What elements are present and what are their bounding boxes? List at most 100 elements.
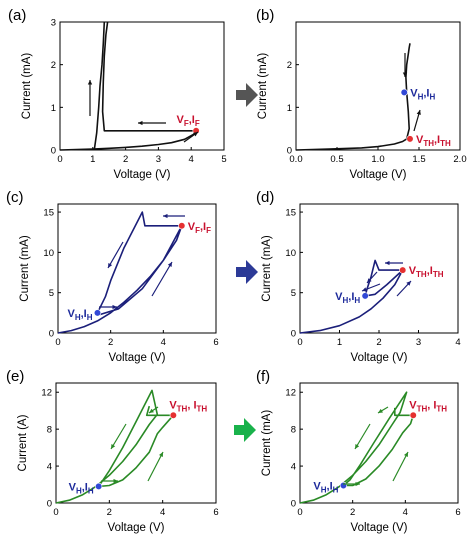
direction-arrow-icon: [110, 423, 127, 450]
x-tick-label: 1: [90, 154, 95, 165]
direction-arrow-icon: [148, 406, 159, 414]
series-line-1: [57, 211, 183, 334]
panel-label: (c): [6, 189, 24, 206]
y-tick-label: 10: [43, 248, 54, 259]
plot-frame: [295, 21, 461, 151]
y-tick-label: 2: [51, 60, 56, 71]
transition-arrow-a-b: [236, 83, 258, 107]
y-tick-label: 8: [47, 425, 52, 436]
point-label: VH,IH: [335, 291, 360, 305]
x-tick-label: 6: [213, 337, 218, 348]
y-tick-label: 1: [51, 103, 56, 114]
y-tick-label: 1: [287, 103, 292, 114]
panel-a: (a) 0 1 2 3 4 5 0 1 2 3 Voltage (V) Current (mA) VF,I…: [8, 7, 227, 181]
y-tick-label: 12: [41, 388, 52, 399]
point-label: VTH, ITH: [169, 399, 207, 413]
x-tick-label: 2: [107, 507, 112, 518]
direction-arrow-icon: [354, 423, 371, 450]
point-label: VTH,ITH: [409, 265, 444, 279]
x-tick-label: 1.0: [371, 154, 384, 165]
x-tick-label: 0.5: [330, 154, 343, 165]
y-axis-title: Current (mA): [257, 53, 269, 120]
y-tick-label: 2: [287, 60, 292, 71]
direction-arrow-icon: [138, 120, 166, 126]
point-marker: [169, 411, 177, 419]
point-label: VH,IH: [313, 480, 338, 494]
x-tick-label: 5: [221, 154, 226, 165]
x-tick-label: 2.0: [453, 154, 466, 165]
direction-arrow-icon: [163, 213, 185, 219]
direction-arrow-icon: [392, 451, 409, 482]
series-line-1: [295, 43, 411, 151]
point-label: VTH,ITH: [416, 134, 451, 148]
x-axis-title: Voltage (V): [351, 522, 408, 534]
x-tick-label: 2: [123, 154, 128, 165]
x-tick-label: 2: [108, 337, 113, 348]
plot-frame: [55, 382, 217, 504]
x-axis-title: Voltage (V): [351, 352, 408, 364]
point-marker: [361, 292, 369, 300]
point-label: VTH, ITH: [409, 399, 447, 413]
right-arrow-icon: [234, 418, 256, 442]
y-tick-label: 0: [287, 146, 292, 157]
panel-f: (f) 0 2 4 6 0 4 8 12 Voltage (V) Current (mA) VTH, …: [256, 368, 461, 534]
right-arrow-icon: [236, 260, 258, 284]
y-tick-label: 0: [51, 146, 56, 157]
panel-label: (d): [256, 189, 274, 206]
point-label: VH,IH: [410, 87, 435, 101]
x-tick-label: 6: [455, 507, 460, 518]
series-line-1: [299, 391, 414, 504]
point-marker: [339, 481, 348, 490]
y-tick-label: 12: [285, 388, 296, 399]
direction-arrow-icon: [343, 481, 360, 487]
x-tick-label: 0: [57, 154, 62, 165]
point-label: VH,IH: [69, 481, 94, 495]
direction-arrow-icon: [151, 261, 173, 297]
point-marker: [178, 222, 186, 230]
direction-arrow-icon: [99, 304, 117, 310]
x-axis-title: Voltage (V): [108, 522, 165, 534]
x-tick-label: 4: [189, 154, 194, 165]
panel-label: (e): [6, 368, 24, 385]
x-tick-label: 6: [213, 507, 218, 518]
y-axis-title: Current (mA): [261, 235, 273, 302]
y-axis-title: Current (mA): [19, 235, 31, 302]
y-axis-title: Current (mA): [261, 410, 273, 477]
point-label: VH,IH: [67, 308, 92, 322]
series-line-1: [55, 389, 175, 504]
y-tick-label: 15: [43, 208, 54, 219]
plot-frame: [299, 382, 459, 504]
x-tick-label: 2: [376, 337, 381, 348]
panel-c: (c) 0 2 4 6 0 5 10 15 Voltage (V) Current (mA) VF,I…: [6, 189, 219, 364]
x-axis-title: Voltage (V): [114, 169, 171, 181]
x-tick-label: 3: [416, 337, 421, 348]
direction-arrow-icon: [147, 451, 164, 482]
direction-arrow-icon: [396, 280, 412, 297]
y-tick-label: 10: [285, 248, 296, 259]
series-line-1: [299, 259, 404, 334]
y-tick-label: 4: [291, 462, 296, 473]
x-tick-label: 0: [55, 337, 60, 348]
point-marker: [93, 309, 102, 317]
y-tick-label: 5: [49, 288, 54, 299]
x-tick-label: 4: [161, 337, 166, 348]
transition-arrow-c-d: [236, 260, 258, 284]
x-tick-label: 1.5: [412, 154, 425, 165]
transition-arrow-e-f: [234, 418, 256, 442]
direction-arrow-icon: [385, 260, 403, 266]
plot-frame: [59, 21, 225, 151]
x-tick-label: 0: [53, 507, 58, 518]
direction-arrow-icon: [377, 406, 389, 414]
direction-arrow-icon: [413, 109, 421, 132]
direction-arrow-icon: [361, 283, 381, 292]
x-tick-label: 0: [297, 507, 302, 518]
panel-label: (f): [256, 368, 270, 385]
point-label: VF,IF: [188, 221, 211, 235]
y-tick-label: 5: [291, 288, 296, 299]
x-tick-label: 4: [455, 337, 460, 348]
x-tick-label: 2: [350, 507, 355, 518]
x-tick-label: 0: [297, 337, 302, 348]
panel-label: (b): [256, 7, 274, 24]
series-line-2: [93, 21, 106, 150]
